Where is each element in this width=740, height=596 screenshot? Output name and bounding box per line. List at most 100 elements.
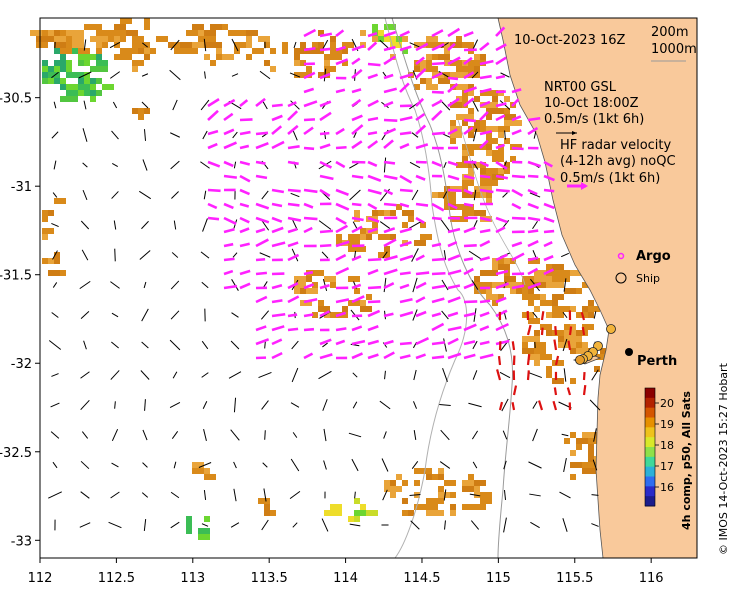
radar-arrow bbox=[384, 57, 395, 64]
radar-arrow bbox=[384, 120, 397, 121]
radar-arrow bbox=[368, 101, 378, 106]
radar-arrow bbox=[272, 243, 285, 246]
model-arrow bbox=[261, 311, 268, 320]
radar-arrow bbox=[336, 328, 346, 330]
sst-cell bbox=[102, 84, 114, 90]
model-arrow bbox=[174, 221, 175, 230]
model-arrow bbox=[411, 521, 420, 529]
model-arrow bbox=[140, 251, 150, 260]
sst-cell bbox=[60, 42, 66, 48]
sst-cell bbox=[72, 30, 84, 36]
sst-cell bbox=[468, 474, 474, 480]
radar-arrow bbox=[272, 340, 282, 344]
radar-arrow bbox=[240, 190, 250, 194]
sst-cell bbox=[450, 120, 456, 126]
model-arrow bbox=[385, 371, 386, 379]
radar-arrow bbox=[240, 228, 249, 232]
sst-cell bbox=[144, 18, 150, 24]
sst-cell bbox=[528, 300, 534, 306]
sst-cell bbox=[522, 348, 534, 354]
model-arrow bbox=[81, 492, 90, 499]
model-arrow bbox=[564, 458, 567, 472]
sst-cell bbox=[282, 48, 288, 54]
radar-arrow bbox=[224, 143, 237, 148]
model-arrow bbox=[414, 430, 416, 440]
model-arrow bbox=[142, 493, 148, 498]
sst-cell bbox=[534, 360, 540, 366]
radar-arrow bbox=[336, 268, 349, 274]
radar-arrow bbox=[304, 354, 313, 358]
sst-cell bbox=[414, 480, 420, 486]
model-arrow bbox=[384, 278, 386, 292]
radar-arrow bbox=[528, 176, 538, 177]
sst-cell bbox=[390, 492, 396, 498]
model-arrow bbox=[500, 372, 510, 377]
sst-cell bbox=[210, 24, 222, 30]
radar-arrow bbox=[288, 296, 299, 302]
radar-arrow bbox=[432, 218, 442, 219]
model-arrow bbox=[472, 431, 477, 439]
radar-arrow bbox=[448, 354, 461, 358]
model-arrow bbox=[473, 462, 477, 468]
sst-cell bbox=[498, 126, 510, 132]
sst-cell bbox=[84, 78, 90, 84]
sst-cell bbox=[114, 24, 126, 30]
sst-cell bbox=[588, 456, 594, 462]
radar-arrow bbox=[544, 190, 554, 191]
radar-arrow bbox=[224, 286, 237, 288]
sst-cell bbox=[450, 138, 456, 144]
x-tick-label: 113 bbox=[180, 571, 205, 586]
radar-arrow bbox=[480, 355, 493, 358]
radar-arrow bbox=[240, 271, 250, 274]
radar-arrow bbox=[416, 338, 428, 344]
sst-cell bbox=[96, 24, 102, 30]
model-arrow bbox=[172, 431, 177, 438]
nearshore-arrow bbox=[554, 340, 556, 350]
nearshore-arrow bbox=[569, 341, 570, 350]
model-arrow bbox=[262, 401, 269, 410]
sst-cell bbox=[150, 48, 156, 54]
sst-cell bbox=[54, 60, 66, 66]
radar-arrow bbox=[448, 29, 459, 36]
radar-arrow bbox=[272, 314, 285, 316]
model-arrow bbox=[324, 429, 326, 441]
sst-cell bbox=[114, 30, 126, 36]
radar-arrow bbox=[240, 284, 250, 288]
radar-arrow bbox=[352, 218, 364, 220]
radar-arrow bbox=[416, 283, 426, 288]
sst-cell bbox=[558, 270, 570, 276]
model-arrow bbox=[445, 520, 446, 529]
radar-arrow bbox=[320, 49, 330, 50]
radar-arrow bbox=[208, 190, 221, 191]
radar-arrow bbox=[224, 176, 237, 178]
sst-cell bbox=[576, 330, 582, 336]
sst-cell bbox=[306, 288, 312, 294]
sst-cell bbox=[42, 60, 48, 66]
radar-arrow bbox=[256, 339, 269, 344]
sst-cell bbox=[546, 300, 552, 306]
sst-cell bbox=[474, 144, 480, 150]
radar-arrow bbox=[240, 204, 249, 206]
model-arrow bbox=[204, 429, 207, 441]
model-arrow bbox=[142, 102, 148, 108]
colorbar-title: 4h comp, p50, All Sats bbox=[680, 391, 693, 530]
radar-arrow bbox=[288, 204, 299, 205]
radar-arrow bbox=[304, 299, 317, 302]
radar-arrow bbox=[448, 229, 460, 232]
radar-arrow bbox=[240, 162, 250, 164]
model-arrow bbox=[503, 193, 508, 198]
sst-cell bbox=[198, 36, 204, 42]
sst-cell bbox=[360, 300, 366, 306]
sst-cell bbox=[66, 72, 72, 78]
model-arrow bbox=[170, 402, 180, 407]
y-tick-label: -31 bbox=[11, 180, 32, 195]
sst-cell bbox=[102, 42, 108, 48]
sst-cell bbox=[582, 462, 588, 468]
model-arrow bbox=[293, 523, 297, 528]
nearshore-arrow bbox=[584, 372, 585, 380]
model-arrow bbox=[112, 191, 119, 198]
model-arrow bbox=[468, 403, 481, 407]
nearshore-arrow bbox=[555, 326, 556, 335]
sst-cell bbox=[294, 54, 300, 60]
radar-arrow bbox=[432, 30, 443, 36]
